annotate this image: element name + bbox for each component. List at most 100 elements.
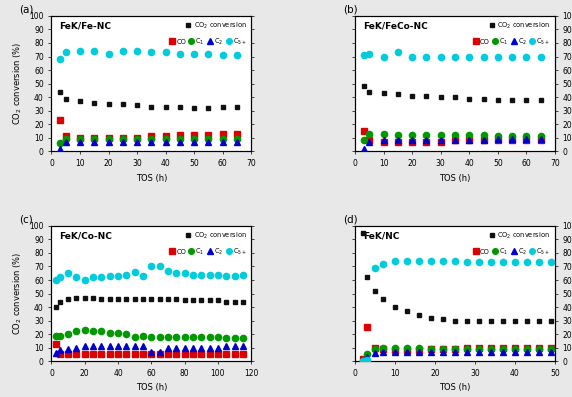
C$_1$ bbox=[190, 137, 197, 141]
C$_2$ bbox=[466, 138, 472, 143]
C$_2$ bbox=[366, 139, 373, 144]
C$_{5+}$ bbox=[81, 278, 88, 282]
CO$_2$ conversion bbox=[120, 102, 126, 106]
C$_{5+}$ bbox=[190, 52, 197, 56]
C$_{5+}$ bbox=[537, 54, 544, 59]
Line: CO: CO bbox=[360, 128, 544, 145]
C$_1$ bbox=[65, 332, 72, 337]
C$_1$ bbox=[233, 137, 240, 141]
CO$_2$ conversion bbox=[181, 298, 188, 303]
C$_2$ bbox=[81, 344, 88, 349]
C$_2$ bbox=[156, 349, 163, 354]
CO bbox=[219, 131, 226, 136]
C$_{5+}$ bbox=[205, 52, 212, 56]
CO$_2$ conversion bbox=[487, 318, 494, 323]
CO bbox=[114, 352, 121, 357]
C$_1$ bbox=[364, 352, 371, 357]
C$_2$ bbox=[105, 139, 112, 144]
C$_2$ bbox=[511, 349, 518, 354]
C$_1$ bbox=[427, 347, 434, 351]
CO$_2$ conversion bbox=[404, 309, 411, 314]
CO$_2$ conversion bbox=[494, 98, 501, 102]
Line: C$_2$: C$_2$ bbox=[360, 349, 554, 364]
C$_2$ bbox=[439, 349, 446, 354]
C$_1$ bbox=[123, 332, 130, 337]
CO$_2$ conversion bbox=[90, 295, 97, 300]
C$_2$ bbox=[392, 349, 399, 354]
CO bbox=[547, 345, 554, 350]
CO$_2$ conversion bbox=[132, 297, 138, 301]
CO$_2$ conversion bbox=[81, 295, 88, 300]
CO bbox=[90, 352, 97, 357]
CO bbox=[57, 352, 63, 357]
C$_1$ bbox=[409, 133, 416, 137]
C$_2$ bbox=[148, 139, 155, 144]
C$_2$ bbox=[360, 146, 367, 151]
Line: CO: CO bbox=[360, 324, 554, 362]
C$_{5+}$ bbox=[219, 53, 226, 58]
CO$_2$ conversion bbox=[480, 96, 487, 101]
CO$_2$ conversion bbox=[366, 89, 373, 94]
Text: FeK/NC: FeK/NC bbox=[363, 231, 399, 240]
C$_1$ bbox=[73, 329, 80, 334]
CO bbox=[427, 347, 434, 351]
CO bbox=[65, 352, 72, 357]
C$_{5+}$ bbox=[223, 274, 230, 278]
CO bbox=[148, 134, 155, 139]
C$_1$ bbox=[105, 137, 112, 141]
CO$_2$ conversion bbox=[223, 299, 230, 304]
CO bbox=[132, 352, 138, 357]
CO$_2$ conversion bbox=[57, 89, 63, 94]
C$_1$ bbox=[219, 137, 226, 141]
C$_2$ bbox=[62, 139, 69, 144]
CO bbox=[451, 138, 458, 143]
C$_1$ bbox=[475, 347, 482, 351]
C$_1$ bbox=[57, 333, 63, 338]
CO$_2$ conversion bbox=[62, 96, 69, 101]
C$_1$ bbox=[537, 134, 544, 139]
C$_{5+}$ bbox=[105, 52, 112, 56]
C$_2$ bbox=[463, 349, 470, 354]
C$_1$ bbox=[231, 336, 238, 341]
C$_1$ bbox=[132, 335, 138, 339]
C$_1$ bbox=[140, 333, 146, 338]
C$_1$ bbox=[523, 134, 530, 139]
C$_2$ bbox=[98, 344, 105, 349]
X-axis label: TOS (h): TOS (h) bbox=[439, 173, 471, 183]
CO bbox=[165, 352, 172, 357]
Line: CO$_2$ conversion: CO$_2$ conversion bbox=[362, 84, 543, 102]
C$_1$ bbox=[392, 345, 399, 350]
C$_1$ bbox=[360, 138, 367, 143]
C$_2$ bbox=[423, 138, 430, 143]
C$_1$ bbox=[480, 133, 487, 137]
C$_1$ bbox=[114, 330, 121, 335]
X-axis label: TOS (h): TOS (h) bbox=[439, 384, 471, 393]
CO$_2$ conversion bbox=[148, 297, 155, 301]
CO bbox=[190, 133, 197, 137]
C$_2$ bbox=[198, 345, 205, 350]
C$_2$ bbox=[123, 344, 130, 349]
CO bbox=[372, 345, 379, 350]
C$_{5+}$ bbox=[77, 49, 84, 54]
CO$_2$ conversion bbox=[240, 299, 247, 304]
C$_2$ bbox=[77, 139, 84, 144]
CO bbox=[231, 352, 238, 357]
CO$_2$ conversion bbox=[451, 95, 458, 100]
C$_1$ bbox=[437, 133, 444, 137]
C$_{5+}$ bbox=[427, 259, 434, 264]
Line: CO: CO bbox=[57, 117, 240, 141]
C$_1$ bbox=[380, 131, 387, 136]
C$_1$ bbox=[81, 328, 88, 333]
CO bbox=[198, 352, 205, 357]
C$_2$ bbox=[487, 349, 494, 354]
C$_2$ bbox=[173, 345, 180, 350]
C$_1$ bbox=[466, 133, 472, 137]
C$_2$ bbox=[165, 345, 172, 350]
CO bbox=[466, 138, 472, 143]
CO$_2$ conversion bbox=[409, 93, 416, 98]
C$_1$ bbox=[98, 329, 105, 334]
Line: C$_{5+}$: C$_{5+}$ bbox=[57, 48, 240, 62]
C$_2$ bbox=[231, 344, 238, 349]
CO$_2$ conversion bbox=[466, 96, 472, 101]
CO$_2$ conversion bbox=[537, 98, 544, 102]
